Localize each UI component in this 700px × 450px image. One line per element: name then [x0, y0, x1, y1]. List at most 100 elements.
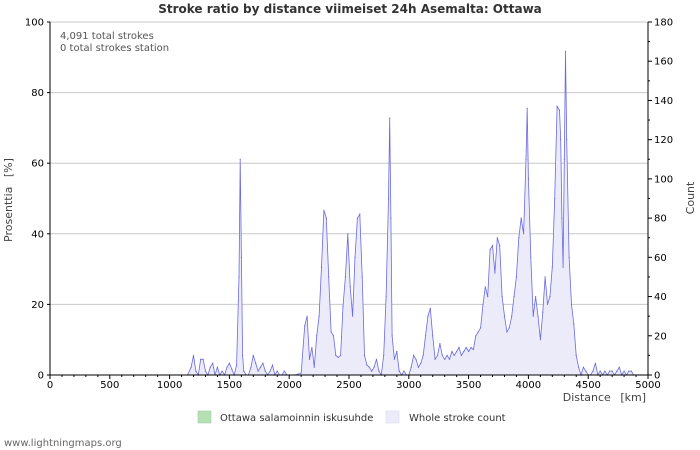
data-point: [532, 315, 534, 317]
data-point: [475, 335, 477, 337]
data-point: [424, 335, 427, 337]
y-right-axis-title: Count: [684, 181, 697, 214]
data-point: [484, 286, 486, 288]
data-point: [316, 335, 318, 337]
data-point: [494, 272, 496, 274]
data-point: [356, 217, 358, 219]
y-left-tick-label-80: 80: [31, 88, 44, 99]
data-point: [363, 354, 366, 356]
data-point: [354, 256, 356, 258]
data-point: [325, 217, 327, 219]
series-area-whole-stroke-count: [187, 51, 648, 376]
data-point: [385, 296, 387, 298]
data-point: [520, 217, 522, 219]
data-point: [491, 245, 494, 247]
y-left-tick-label-60: 60: [31, 159, 44, 170]
data-point: [604, 370, 606, 372]
y-right-tick-label-120: 120: [654, 135, 673, 146]
data-point: [366, 364, 368, 366]
x-tick-label-1000: 1000: [157, 380, 182, 391]
data-point: [434, 358, 436, 360]
x-axis-title: Distance [km]: [563, 391, 646, 404]
data-point: [387, 197, 390, 200]
data-point: [378, 370, 380, 372]
data-point: [527, 178, 530, 180]
data-point: [439, 343, 441, 345]
data-point: [487, 296, 489, 298]
data-point: [337, 356, 339, 358]
data-point: [630, 370, 632, 372]
data-point: [448, 358, 451, 360]
data-point: [453, 354, 455, 356]
data-point: [216, 366, 218, 368]
x-axis-unit: [km]: [620, 391, 646, 404]
data-point: [578, 366, 580, 368]
data-point: [415, 358, 417, 360]
data-point: [463, 350, 465, 353]
data-point: [570, 303, 573, 305]
legend-label-ratio: Ottawa salamoinnin iskusuhde: [220, 413, 373, 424]
data-point: [390, 217, 392, 219]
x-tick-label-3000: 3000: [396, 380, 421, 391]
data-point: [554, 197, 556, 200]
data-point: [368, 366, 370, 368]
data-point: [611, 370, 613, 372]
y-right-tick-label-20: 20: [654, 331, 667, 342]
data-point: [238, 276, 240, 278]
y-right-tick-label-0: 0: [654, 371, 660, 382]
data-point: [352, 315, 354, 317]
legend-swatch-ratio: [197, 410, 212, 424]
data-point: [221, 370, 223, 372]
legend: Ottawa salamoinnin iskusuhde Whole strok…: [197, 410, 506, 424]
data-point: [347, 233, 349, 235]
chart-title: Stroke ratio by distance viimeiset 24h A…: [158, 2, 542, 16]
data-point: [413, 354, 415, 356]
data-point: [383, 354, 385, 356]
data-point: [255, 362, 257, 364]
data-point: [328, 276, 330, 278]
data-point: [501, 296, 503, 298]
data-point: [609, 370, 611, 372]
data-point: [539, 339, 542, 341]
data-point: [562, 266, 564, 268]
data-point: [242, 354, 244, 356]
data-point: [568, 256, 570, 258]
data-point: [506, 331, 508, 333]
x-tick-label-1500: 1500: [217, 380, 242, 391]
data-point: [456, 350, 458, 353]
data-point: [499, 245, 501, 247]
data-point: [359, 213, 361, 215]
y-right-tick-label-80: 80: [654, 214, 667, 225]
data-point: [202, 358, 204, 360]
data-point: [530, 256, 532, 258]
y-right-tick-label-40: 40: [654, 292, 667, 303]
data-point: [575, 354, 577, 356]
y-left-tick-label-40: 40: [31, 229, 44, 240]
data-point: [239, 158, 241, 160]
y-left-tick-label-100: 100: [25, 18, 44, 29]
data-point: [563, 158, 565, 160]
data-point: [396, 350, 398, 353]
data-point: [283, 370, 285, 372]
data-point: [480, 327, 482, 329]
series-layer: [186, 50, 649, 377]
legend-swatch-count: [385, 410, 400, 424]
data-point: [304, 325, 306, 327]
data-point: [330, 331, 332, 333]
data-point: [271, 364, 274, 366]
data-point: [209, 366, 211, 368]
data-point: [558, 109, 561, 111]
data-point: [228, 362, 230, 364]
data-point: [573, 323, 575, 325]
y-right-tick-label-100: 100: [654, 174, 673, 185]
data-point: [446, 354, 448, 356]
data-point: [335, 354, 337, 356]
data-point: [344, 276, 346, 278]
data-point: [623, 370, 625, 372]
data-point: [537, 315, 539, 317]
data-point: [308, 358, 311, 360]
data-point: [432, 335, 434, 337]
data-point: [389, 117, 391, 119]
data-point: [564, 50, 567, 53]
legend-label-count: Whole stroke count: [409, 413, 506, 424]
